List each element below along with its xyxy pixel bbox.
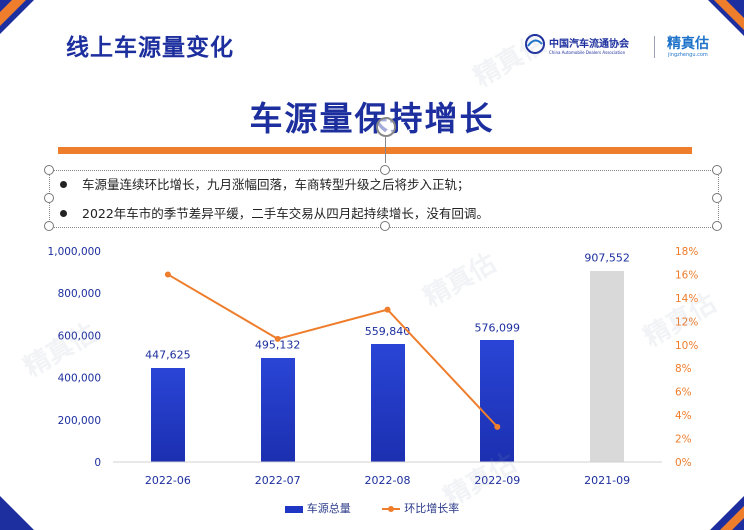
bullet-item-1: 车源量连续环比增长，九月涨幅回落，车商转型升级之后将步入正轨； xyxy=(60,174,470,193)
cada-logo-subtext: China Automobile Dealers Association xyxy=(549,50,626,55)
corner-stripe-blue-bl xyxy=(0,496,34,530)
bar-2022-06 xyxy=(150,367,185,462)
y-right-tick-label: 8% xyxy=(675,363,692,375)
resize-handle-bottom-right[interactable] xyxy=(712,221,722,231)
line-point xyxy=(164,271,171,278)
headline-underline xyxy=(58,147,692,154)
y-left-tick-label: 200,000 xyxy=(58,415,101,427)
y-right-tick-label: 2% xyxy=(675,434,692,446)
y-right-tick-label: 6% xyxy=(675,387,692,399)
bar-2022-09 xyxy=(480,340,515,462)
y-right-tick-label: 4% xyxy=(675,410,692,422)
y-left-tick-label: 800,000 xyxy=(58,288,101,300)
rotate-handle-icon[interactable] xyxy=(376,117,396,137)
y-left-tick-label: 400,000 xyxy=(58,373,101,385)
bar-2021-09 xyxy=(590,270,625,462)
bullet-text-2: 2022年车市的季节差异平缓，二手车交易从四月起持续增长，没有回调。 xyxy=(82,206,489,221)
corner-stripe-orange-tr xyxy=(714,0,744,30)
bar-data-label: 576,099 xyxy=(475,321,521,334)
resize-handle-top-left[interactable] xyxy=(44,165,54,175)
bar-data-label: 907,552 xyxy=(584,252,630,265)
y-right-tick-label: 0% xyxy=(675,457,692,469)
bar-data-label: 447,625 xyxy=(145,349,191,362)
resize-handle-bottom[interactable] xyxy=(380,221,390,231)
legend-bar-swatch xyxy=(284,505,303,513)
cada-logo-text: 中国汽车流通协会 xyxy=(549,39,629,50)
y-right-tick-label: 10% xyxy=(675,340,698,352)
resize-handle-top-right[interactable] xyxy=(712,165,722,175)
y-left-tick-label: 0 xyxy=(94,457,101,469)
x-category-label: 2022-07 xyxy=(255,474,301,487)
corner-stripe-orange-tl xyxy=(0,0,26,26)
resize-handle-top[interactable] xyxy=(380,165,390,175)
jzg-logo-text: 精真估 xyxy=(667,36,709,52)
headline: 车源量保持增长 xyxy=(249,99,495,138)
x-category-label: 2022-08 xyxy=(365,474,411,487)
legend-label-bar: 车源总量 xyxy=(306,502,351,515)
bullet-item-2: 2022年车市的季节差异平缓，二手车交易从四月起持续增长，没有回调。 xyxy=(60,203,489,222)
line-point xyxy=(494,423,501,430)
line-point xyxy=(384,306,391,313)
resize-handle-right[interactable] xyxy=(712,193,722,203)
y-left-tick-label: 1,000,000 xyxy=(48,246,101,258)
bar-2022-08 xyxy=(370,343,405,462)
cada-logo-icon xyxy=(525,34,545,54)
legend-label-line: 环比增长率 xyxy=(404,502,460,515)
logo-divider xyxy=(654,36,655,58)
x-category-label: 2021-09 xyxy=(584,474,630,487)
chart-legend: 车源总量 环比增长率 xyxy=(0,500,744,516)
legend-item-bar: 车源总量 xyxy=(284,500,351,516)
y-right-tick-label: 12% xyxy=(675,316,698,328)
legend-item-line: 环比增长率 xyxy=(382,500,459,516)
corner-stripe-orange-br xyxy=(720,506,744,530)
x-category-label: 2022-09 xyxy=(474,474,520,487)
y-right-tick-label: 18% xyxy=(675,246,698,258)
bar-data-label: 495,132 xyxy=(255,339,301,352)
bullet-dot-icon xyxy=(60,181,67,188)
line-point xyxy=(274,335,281,342)
jzg-logo-subtext: jingzhengu.com xyxy=(668,52,708,58)
bar-data-label: 559,840 xyxy=(365,325,411,338)
slide-title: 线上车源量变化 xyxy=(66,35,234,61)
cada-logo-swoosh xyxy=(527,39,543,47)
bullet-dot-icon xyxy=(60,210,67,217)
y-right-tick-label: 14% xyxy=(675,293,698,305)
y-right-tick-label: 16% xyxy=(675,269,698,281)
resize-handle-bottom-left[interactable] xyxy=(44,221,54,231)
bullet-text-1: 车源量连续环比增长，九月涨幅回落，车商转型升级之后将步入正轨； xyxy=(82,177,470,192)
x-category-label: 2022-06 xyxy=(145,474,191,487)
legend-line-swatch xyxy=(382,506,401,512)
rotate-handle-stem xyxy=(385,137,386,163)
resize-handle-left[interactable] xyxy=(44,193,54,203)
bar-2022-07 xyxy=(260,357,295,462)
y-left-tick-label: 600,000 xyxy=(58,330,101,342)
series-line-growth xyxy=(167,273,499,428)
